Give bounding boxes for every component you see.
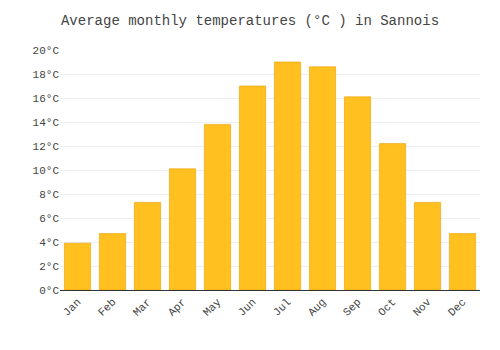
svg-text:16°C: 16°C (33, 93, 60, 105)
svg-text:8°C: 8°C (39, 189, 59, 201)
svg-text:12°C: 12°C (33, 141, 60, 153)
svg-text:Apr: Apr (166, 296, 188, 318)
svg-text:14°C: 14°C (33, 117, 60, 129)
svg-text:Nov: Nov (411, 296, 434, 319)
svg-text:4°C: 4°C (39, 237, 59, 249)
svg-text:10°C: 10°C (33, 165, 60, 177)
svg-text:20°C: 20°C (33, 45, 60, 57)
svg-text:Dec: Dec (446, 296, 468, 318)
svg-text:May: May (201, 296, 224, 319)
svg-text:Sep: Sep (341, 296, 363, 318)
svg-text:2°C: 2°C (39, 261, 59, 273)
svg-text:Average monthly temperatures (: Average monthly temperatures (°C ) in Sa… (61, 13, 439, 29)
svg-text:0°C: 0°C (39, 285, 59, 297)
svg-text:Jun: Jun (236, 296, 258, 318)
svg-text:Feb: Feb (96, 296, 118, 318)
svg-text:Jul: Jul (271, 296, 293, 318)
svg-text:Jan: Jan (61, 296, 83, 318)
svg-text:Aug: Aug (306, 296, 328, 318)
svg-text:Oct: Oct (376, 296, 398, 318)
svg-text:Mar: Mar (131, 296, 153, 318)
svg-text:18°C: 18°C (33, 69, 60, 81)
svg-text:6°C: 6°C (39, 213, 59, 225)
